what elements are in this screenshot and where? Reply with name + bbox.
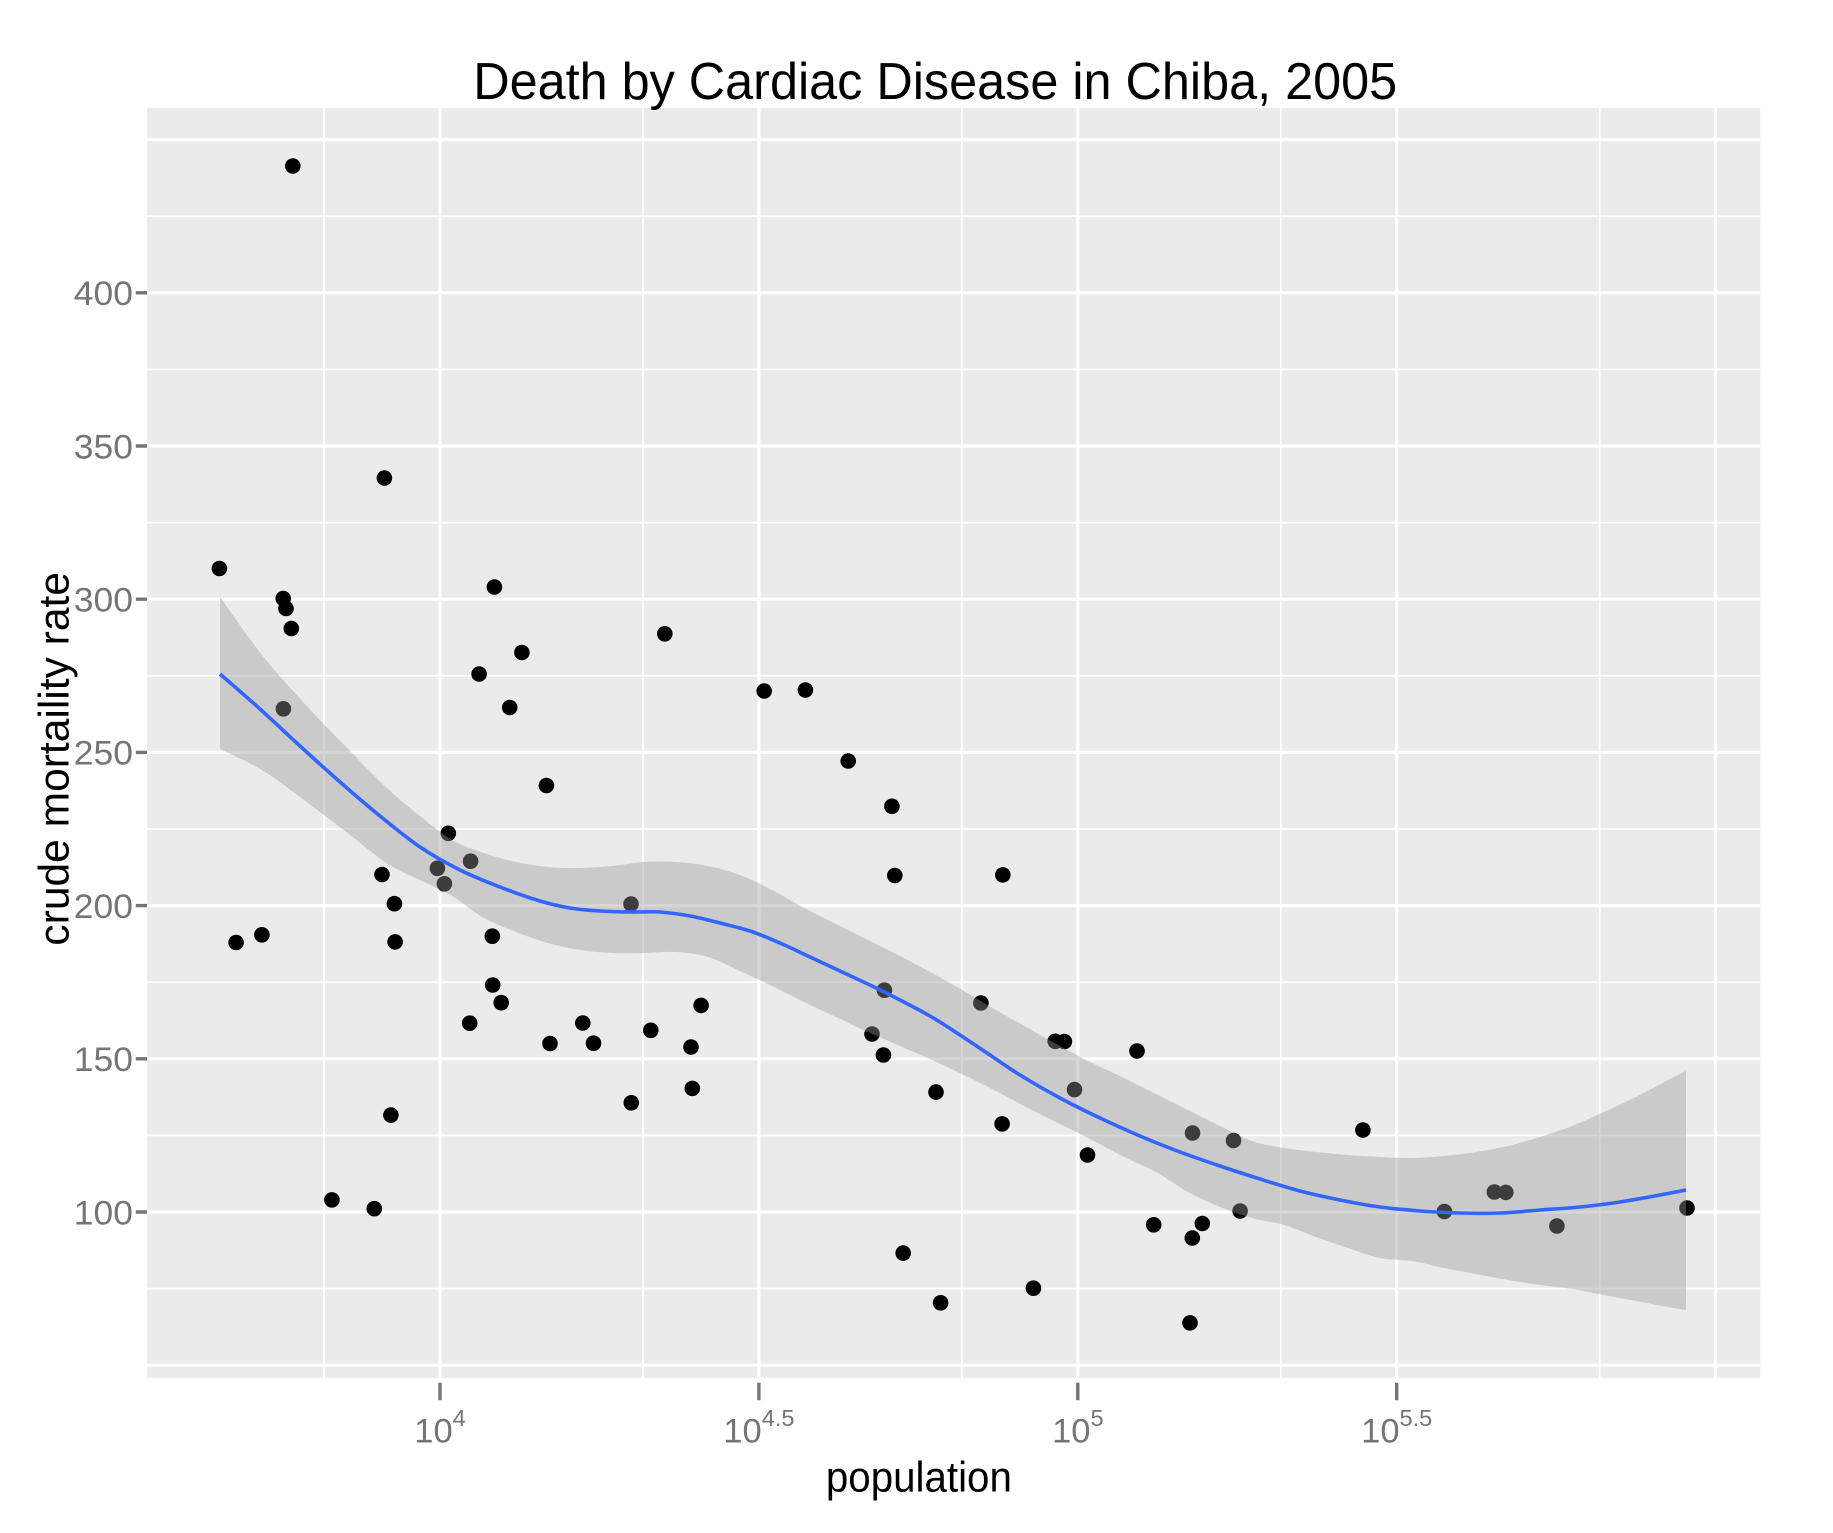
svg-text:200: 200 xyxy=(74,888,133,926)
svg-text:350: 350 xyxy=(74,428,133,466)
svg-text:100: 100 xyxy=(74,1194,133,1232)
svg-text:crude mortaility rate: crude mortaility rate xyxy=(31,572,79,946)
svg-text:Death by Cardiac Disease in Ch: Death by Cardiac Disease in Chiba, 2005 xyxy=(473,53,1397,111)
svg-text:150: 150 xyxy=(74,1041,133,1079)
svg-text:population: population xyxy=(826,1453,1012,1501)
svg-text:400: 400 xyxy=(74,275,133,313)
svg-text:300: 300 xyxy=(74,582,133,620)
svg-text:104.5: 104.5 xyxy=(723,1405,794,1451)
svg-text:250: 250 xyxy=(74,735,133,773)
